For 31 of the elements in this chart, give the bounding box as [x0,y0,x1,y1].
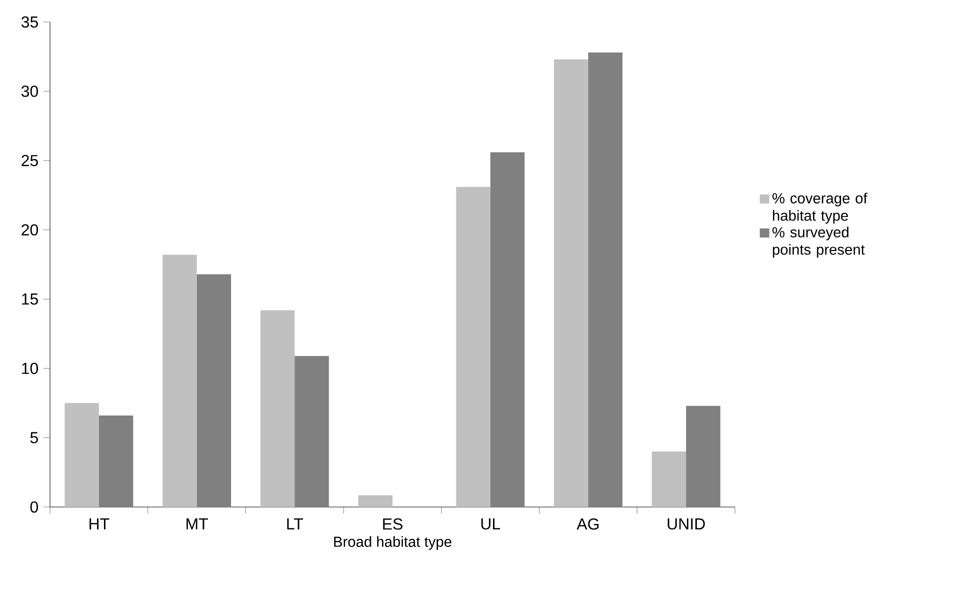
bar [358,495,392,507]
bar [686,406,720,507]
x-axis-title: Broad habitat type [334,536,452,550]
x-tick-label: UNID [668,518,705,530]
bar [588,52,622,507]
x-tick-label: HT [90,518,110,530]
bar [98,416,134,507]
bar [162,254,197,507]
y-tick-label: 5 [30,432,38,444]
y-tick-label: 15 [22,294,38,305]
bar [294,356,329,507]
y-tick-label: 20 [22,224,38,236]
y-tick-label: 30 [21,86,38,97]
x-tick-label: MT [186,518,208,530]
x-tick-label: LT [287,518,304,530]
bar [456,186,490,507]
x-tick-label: AG [576,518,599,530]
bar [490,152,525,507]
legend-label: % surveyed points present [772,226,865,258]
legend-label: % coverage of habitat type [772,192,868,224]
x-tick-label: ES [383,518,402,530]
bar [652,452,686,507]
bar [554,59,588,507]
y-tick-label: 35 [21,16,38,28]
x-tick-label: UL [481,518,500,530]
y-tick-label: 10 [22,362,38,374]
y-tick-label: 25 [22,154,38,166]
bar [260,310,295,507]
bar [196,274,232,507]
bar [64,403,99,507]
y-tick-label: 0 [30,501,38,513]
